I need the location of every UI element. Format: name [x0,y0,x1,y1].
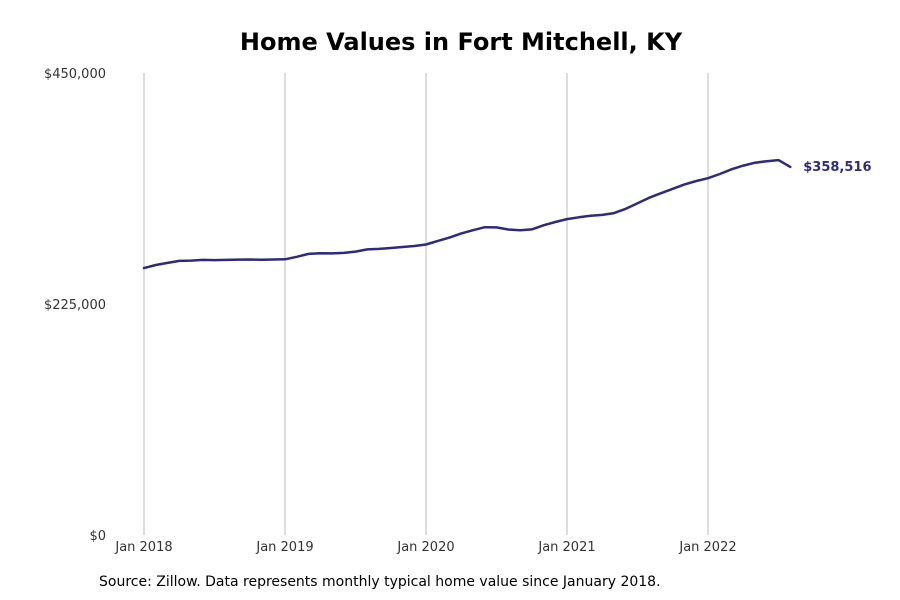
series-layer: $358,516 [142,158,872,270]
series-line [142,158,792,270]
y-tick-label: $0 [89,529,106,544]
source-note: Source: Zillow. Data represents monthly … [99,574,661,590]
grid-lines [143,73,709,535]
y-tick-label: $225,000 [44,298,106,313]
x-tick-label: Jan 2022 [678,540,736,555]
chart-title: Home Values in Fort Mitchell, KY [239,28,683,56]
x-tick-label: Jan 2021 [537,540,595,555]
y-axis-ticks: $0 $225,000 $450,000 [44,67,106,544]
end-value-label: $358,516 [803,160,871,175]
x-tick-label: Jan 2018 [114,540,172,555]
x-tick-label: Jan 2020 [396,540,454,555]
x-axis-ticks: Jan 2018 Jan 2019 Jan 2020 Jan 2021 Jan 2022 [114,540,736,555]
y-tick-label: $450,000 [44,67,106,82]
x-tick-label: Jan 2019 [255,540,313,555]
